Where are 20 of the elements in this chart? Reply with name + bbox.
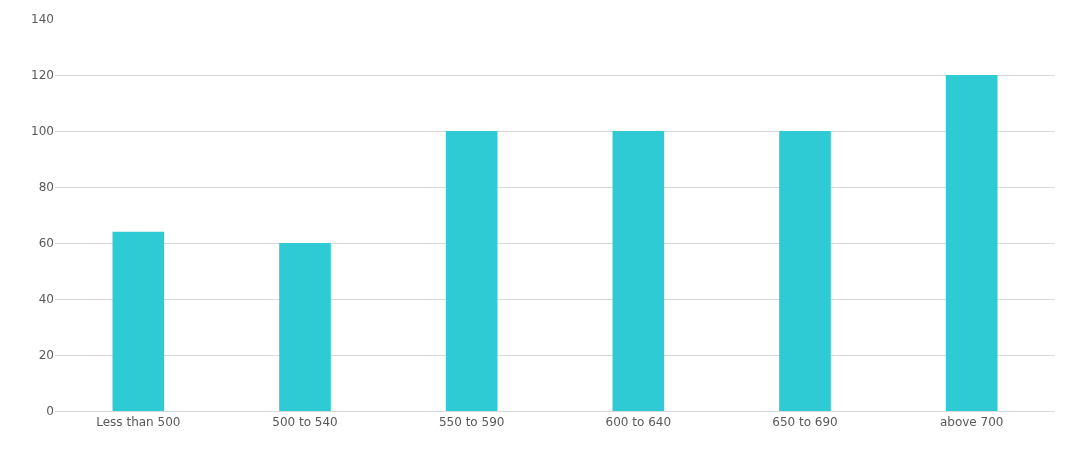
y-tick-label: 20	[38, 348, 54, 363]
x-tick-label: above 700	[939, 415, 1004, 430]
x-tick-label: 500 to 540	[272, 415, 338, 430]
bar	[945, 75, 998, 411]
x-tick-label: Less than 500	[96, 415, 181, 430]
y-tick-label: 60	[38, 236, 54, 251]
bar	[279, 243, 331, 411]
bar	[612, 131, 665, 411]
y-tick-label: 140	[31, 12, 54, 27]
x-tick-label: 550 to 590	[438, 415, 505, 430]
bar	[445, 131, 498, 411]
x-tick-label: 600 to 640	[605, 415, 672, 430]
y-tick-label: 0	[46, 404, 54, 419]
bar	[112, 231, 165, 411]
x-tick-label: 650 to 690	[772, 415, 838, 430]
bar	[779, 131, 831, 411]
y-tick-label: 100	[31, 124, 54, 139]
y-tick-label: 80	[38, 180, 54, 195]
y-tick-label: 120	[31, 68, 54, 83]
y-tick-label: 40	[38, 292, 54, 307]
